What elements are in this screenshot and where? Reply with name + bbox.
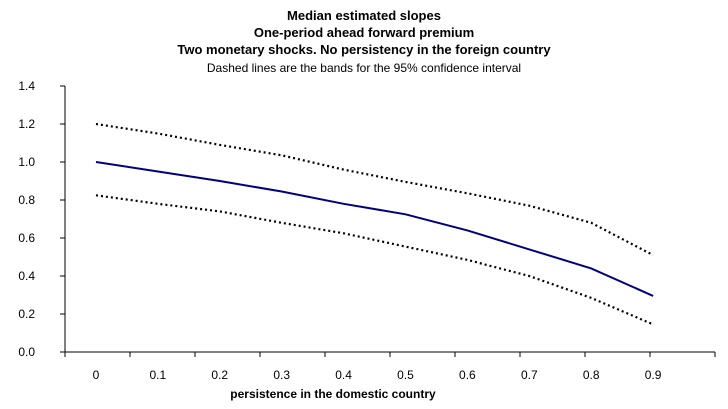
y-tick-label: 0.6	[18, 231, 35, 245]
y-tick-label: 0.8	[18, 193, 35, 207]
upper-band-line	[95, 122, 654, 257]
x-axis-label: persistence in the domestic country	[230, 387, 436, 401]
y-tick-label: 1.4	[18, 79, 35, 93]
chart-title: Median estimated slopes	[287, 8, 441, 23]
chart-subtitle-1: One-period ahead forward premium	[253, 25, 475, 40]
chart-subtitle-2: Two monetary shocks. No persistency in t…	[177, 42, 551, 57]
y-tick-label: 0.0	[18, 345, 35, 359]
x-tick-label: 0.6	[459, 368, 476, 382]
median-line	[95, 161, 654, 297]
x-tick-label: 0	[93, 368, 100, 382]
y-tick-label: 0.2	[18, 307, 35, 321]
x-tick-label: 0.4	[335, 368, 352, 382]
chart-note: Dashed lines are the bands for the 95% c…	[206, 61, 522, 75]
x-tick-label: 0.8	[583, 368, 600, 382]
x-axis-ticks: 0 0.1 0.2 0.3 0.4 0.5 0.6 0.7 0.8 0.9	[64, 352, 716, 382]
y-tick-label: 1.2	[18, 117, 35, 131]
x-tick-label: 0.7	[521, 368, 538, 382]
x-tick-label: 0.5	[397, 368, 414, 382]
series-lines	[95, 122, 654, 326]
y-tick-label: 1.0	[18, 155, 35, 169]
axes	[64, 86, 715, 353]
y-tick-label: 0.4	[18, 269, 35, 283]
x-tick-label: 0.1	[150, 368, 167, 382]
lower-band-line	[95, 194, 654, 326]
x-tick-label: 0.2	[211, 368, 228, 382]
y-axis-ticks: 0.0 0.2 0.4 0.6 0.8 1.0 1.2 1.4	[18, 79, 65, 359]
x-tick-label: 0.9	[645, 368, 662, 382]
x-tick-label: 0.3	[273, 368, 290, 382]
